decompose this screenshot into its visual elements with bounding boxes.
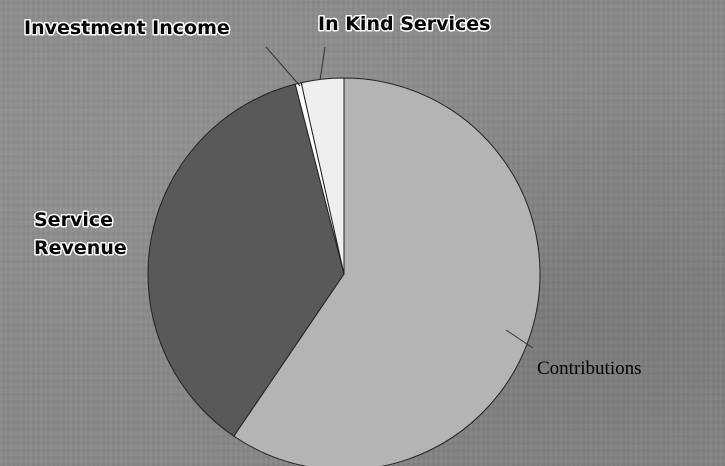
leader-lines — [265, 46, 534, 349]
slice-label-in-kind-services: In Kind Services — [318, 13, 490, 35]
pie-slice-in-kind-services — [300, 77, 345, 275]
leader-line — [319, 46, 326, 81]
slice-labels: Contributions Service Revenue Investment In… — [23, 12, 642, 380]
slice-label-contributions: Contributions — [537, 358, 642, 379]
slice-label-investment-income: Investment Income — [24, 17, 230, 39]
leader-line — [505, 329, 534, 349]
slice-label-service-revenue: Service Revenue — [34, 209, 127, 259]
pie-slice-service-revenue — [147, 83, 345, 437]
pie-slices — [147, 77, 541, 466]
leader-line — [265, 46, 301, 87]
pie-slice-contributions — [233, 77, 541, 466]
